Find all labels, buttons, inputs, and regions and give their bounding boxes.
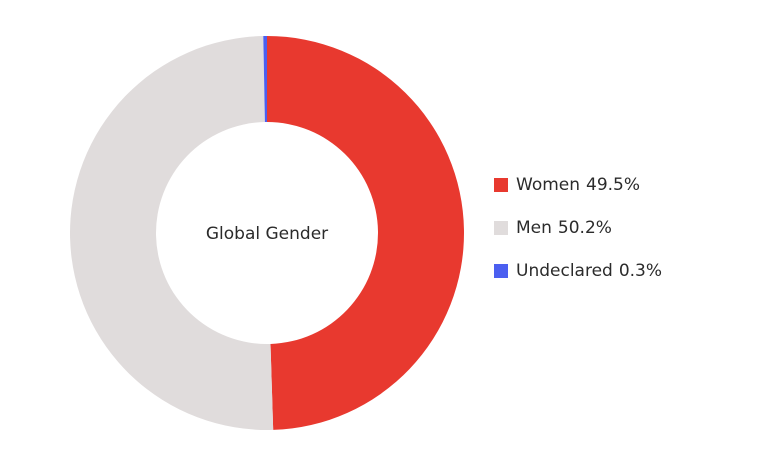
donut-slice xyxy=(267,36,464,430)
legend-value: 49.5% xyxy=(586,175,640,195)
legend-label: Men 50.2% xyxy=(516,218,612,238)
legend-value: 0.3% xyxy=(619,261,662,281)
chart-title: Global Gender xyxy=(206,224,328,244)
donut-slice xyxy=(263,36,267,123)
legend-name: Undeclared xyxy=(516,261,613,281)
legend-label: Women 49.5% xyxy=(516,175,640,195)
legend-swatch xyxy=(494,264,508,278)
legend-swatch xyxy=(494,178,508,192)
legend-label: Undeclared 0.3% xyxy=(516,261,662,281)
legend-name: Men xyxy=(516,218,552,238)
donut-slice xyxy=(69,36,274,431)
legend-swatch xyxy=(494,221,508,235)
legend-name: Women xyxy=(516,175,580,195)
legend-value: 50.2% xyxy=(558,218,612,238)
